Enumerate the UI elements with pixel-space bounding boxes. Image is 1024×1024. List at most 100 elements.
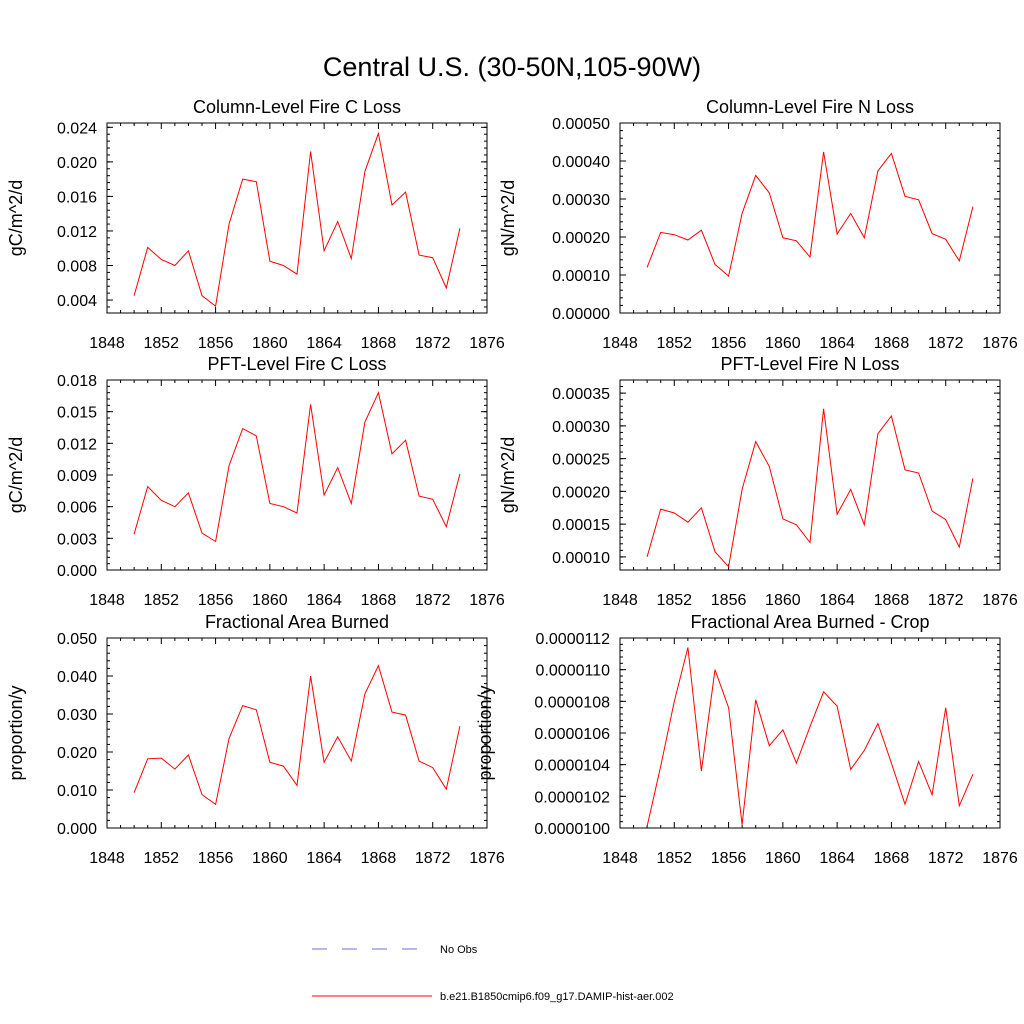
y-tick-label: 0.0000100 xyxy=(534,821,610,838)
x-tick-label: 1876 xyxy=(469,335,505,352)
x-tick-label: 1848 xyxy=(89,850,125,867)
y-tick-label: 0.016 xyxy=(57,189,97,206)
y-tick-label: 0.018 xyxy=(57,373,97,390)
x-tick-label: 1860 xyxy=(765,335,801,352)
x-tick-label: 1876 xyxy=(982,850,1018,867)
x-tick-label: 1848 xyxy=(602,592,638,609)
x-tick-label: 1852 xyxy=(656,335,692,352)
series-line xyxy=(133,664,461,806)
y-tick-label: 0.00030 xyxy=(552,192,610,209)
panel-title: PFT-Level Fire N Loss xyxy=(720,354,899,374)
series-line xyxy=(646,408,974,568)
y-tick-label: 0.050 xyxy=(57,631,97,648)
y-tick-label: 0.015 xyxy=(57,405,97,422)
y-axis-label: gN/m^2/d xyxy=(498,437,518,513)
y-tick-label: 0.00010 xyxy=(552,268,610,285)
plot-frame xyxy=(106,122,488,314)
y-tick-label: 0.00015 xyxy=(552,517,610,534)
x-tick-label: 1856 xyxy=(198,850,234,867)
y-tick-label: 0.0000106 xyxy=(534,726,610,743)
x-tick-label: 1848 xyxy=(602,850,638,867)
legend-label-no-obs: No Obs xyxy=(440,944,478,956)
x-tick-label: 1848 xyxy=(89,335,125,352)
y-tick-label: 0.0000102 xyxy=(534,789,610,806)
y-tick-label: 0.00030 xyxy=(552,419,610,436)
x-tick-label: 1872 xyxy=(415,850,451,867)
x-tick-label: 1852 xyxy=(656,850,692,867)
y-tick-label: 0.000 xyxy=(57,563,97,580)
chart-panel-6: Fractional Area Burned - Crop 1848 1852 185… xyxy=(475,612,1018,867)
x-tick-label: 1864 xyxy=(819,850,855,867)
x-tick-label: 1876 xyxy=(469,592,505,609)
x-tick-label: 1864 xyxy=(306,850,342,867)
x-tick-label: 1860 xyxy=(252,592,288,609)
x-tick-label: 1864 xyxy=(306,335,342,352)
x-tick-label: 1872 xyxy=(928,335,964,352)
x-tick-label: 1856 xyxy=(198,592,234,609)
y-tick-label: 0.006 xyxy=(57,500,97,517)
x-tick-label: 1868 xyxy=(361,335,397,352)
x-tick-label: 1860 xyxy=(765,850,801,867)
x-tick-label: 1876 xyxy=(982,335,1018,352)
x-tick-label: 1848 xyxy=(602,335,638,352)
y-tick-label: 0.00035 xyxy=(552,386,610,403)
y-tick-label: 0.0000104 xyxy=(534,758,610,775)
y-tick-label: 0.0000112 xyxy=(536,631,611,648)
plot-frame xyxy=(619,122,1001,314)
x-tick-label: 1856 xyxy=(198,335,234,352)
panels: Column-Level Fire C Loss 1848 1852 1856 1860… xyxy=(6,97,1018,867)
x-tick-label: 1872 xyxy=(928,850,964,867)
x-tick-label: 1852 xyxy=(143,850,179,867)
x-tick-label: 1872 xyxy=(928,592,964,609)
y-tick-label: 0.024 xyxy=(57,120,97,137)
x-tick-label: 1868 xyxy=(874,850,910,867)
y-tick-label: 0.004 xyxy=(57,293,97,310)
panel-title: PFT-Level Fire C Loss xyxy=(207,354,386,374)
y-axis-label: proportion/y xyxy=(6,685,26,780)
chart-panel-3: PFT-Level Fire C Loss 1848 1852 1856 1860 186… xyxy=(6,354,505,609)
x-tick-label: 1872 xyxy=(415,592,451,609)
legend: No Obs b.e21.B1850cmip6.f09_g17.DAMIP-hi… xyxy=(312,944,674,1003)
y-tick-label: 0.00020 xyxy=(552,484,610,501)
y-tick-label: 0.00000 xyxy=(552,306,610,323)
y-tick-label: 0.008 xyxy=(57,259,97,276)
x-tick-label: 1848 xyxy=(89,592,125,609)
x-tick-label: 1868 xyxy=(361,592,397,609)
x-tick-label: 1856 xyxy=(711,592,747,609)
panel-title: Fractional Area Burned - Crop xyxy=(690,612,929,632)
y-tick-label: 0.020 xyxy=(57,155,97,172)
y-tick-label: 0.009 xyxy=(57,468,97,485)
x-tick-label: 1856 xyxy=(711,335,747,352)
y-tick-label: 0.040 xyxy=(57,669,97,686)
x-tick-label: 1852 xyxy=(143,335,179,352)
y-tick-label: 0.00025 xyxy=(552,452,610,469)
plot-frame xyxy=(106,379,488,571)
chart-panel-4: PFT-Level Fire N Loss 1848 1852 1856 1860 186… xyxy=(498,354,1018,609)
y-axis-label: proportion/y xyxy=(475,685,495,780)
x-tick-label: 1856 xyxy=(711,850,747,867)
y-tick-label: 0.00020 xyxy=(552,230,610,247)
x-tick-label: 1864 xyxy=(306,592,342,609)
x-tick-label: 1860 xyxy=(765,592,801,609)
panel-title: Column-Level Fire N Loss xyxy=(706,97,914,117)
chart-panel-1: Column-Level Fire C Loss 1848 1852 1856 1860… xyxy=(6,97,505,352)
x-tick-label: 1876 xyxy=(469,850,505,867)
plot-frame xyxy=(619,637,1001,829)
x-tick-label: 1876 xyxy=(982,592,1018,609)
y-tick-label: 0.003 xyxy=(57,531,97,548)
x-tick-label: 1852 xyxy=(143,592,179,609)
y-tick-label: 0.00050 xyxy=(552,116,610,133)
legend-label-model: b.e21.B1850cmip6.f09_g17.DAMIP-hist-aer.… xyxy=(440,991,674,1003)
panel-title: Column-Level Fire C Loss xyxy=(193,97,401,117)
y-axis-label: gC/m^2/d xyxy=(6,180,26,256)
x-tick-label: 1860 xyxy=(252,850,288,867)
chart-panel-2: Column-Level Fire N Loss 1848 1852 1856 1860… xyxy=(498,97,1018,352)
x-tick-label: 1868 xyxy=(874,592,910,609)
y-tick-label: 0.00040 xyxy=(552,154,610,171)
x-tick-label: 1864 xyxy=(819,335,855,352)
y-tick-label: 0.00010 xyxy=(552,550,610,567)
series-line xyxy=(646,647,974,827)
series-line xyxy=(133,391,461,543)
chart-panel-5: Fractional Area Burned 1848 1852 1856 1860 18… xyxy=(6,612,505,867)
